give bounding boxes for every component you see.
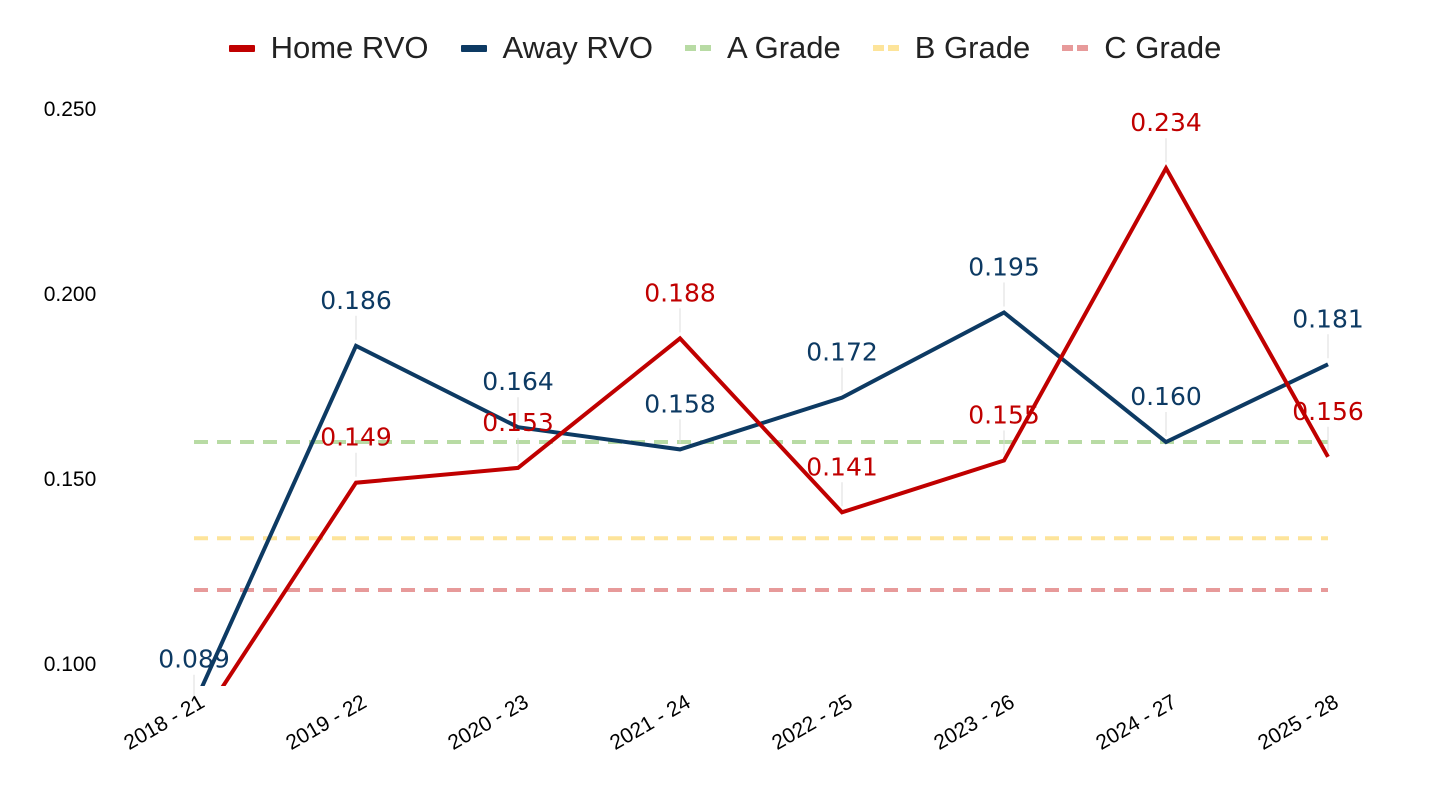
series-group [200,164,1330,686]
x-tick-label: 2021 - 24 [606,690,695,754]
legend-swatch [228,44,259,52]
y-tick-label: 0.150 [44,468,97,491]
y-tick-label: 0.200 [44,283,97,306]
data-label-home-rvo: 0.188 [644,278,716,307]
data-label-away-rvo: 0.186 [320,286,392,315]
data-label-away-rvo: 0.164 [482,367,554,396]
data-label-home-rvo: 0.156 [1292,397,1364,426]
data-label-home-rvo: 0.234 [1130,108,1202,137]
legend-label: C Grade [1104,30,1222,65]
x-tick-label: 2025 - 28 [1254,690,1342,754]
x-tick-label: 2022 - 25 [768,690,856,754]
data-label-home-rvo: 0.149 [320,423,392,452]
legend-item-b-grade: B Grade [872,30,1031,66]
x-tick-label: 2024 - 27 [1092,690,1180,754]
legend-swatch [872,44,903,52]
data-label-away-rvo: 0.181 [1292,304,1364,333]
x-tick-label: 2020 - 23 [444,690,532,754]
legend-label: B Grade [914,30,1031,65]
legend-item-away-rvo: Away RVO [460,30,654,66]
data-label-away-rvo: 0.158 [644,389,716,418]
x-tick-label: 2019 - 22 [282,690,370,754]
chart-legend: Home RVO Away RVO A Grade B Grade C Grade [0,30,1450,66]
series-line-home-rvo [220,164,1330,686]
legend-label: A Grade [727,30,841,65]
data-label-home-rvo: 0.155 [968,401,1040,430]
data-label-away-rvo: 0.089 [158,645,230,674]
legend-swatch [1062,44,1092,52]
data-label-away-rvo: 0.195 [968,253,1040,282]
legend-item-c-grade: C Grade [1062,30,1221,66]
y-tick-label: 0.100 [44,653,97,676]
legend-swatch [460,44,491,52]
x-tick-label: 2018 - 21 [120,690,208,754]
legend-swatch [685,44,715,52]
y-tick-label: 0.250 [44,98,97,121]
legend-item-a-grade: A Grade [685,30,841,66]
data-label-home-rvo: 0.141 [806,452,878,481]
series-line-away-rvo [200,310,1329,686]
legend-label: Home RVO [270,30,429,65]
legend-label: Away RVO [502,30,654,65]
legend-item-home-rvo: Home RVO [228,30,429,66]
data-label-away-rvo: 0.160 [1130,382,1202,411]
x-tick-label: 2023 - 26 [930,690,1018,754]
data-label-away-rvo: 0.172 [806,338,878,367]
